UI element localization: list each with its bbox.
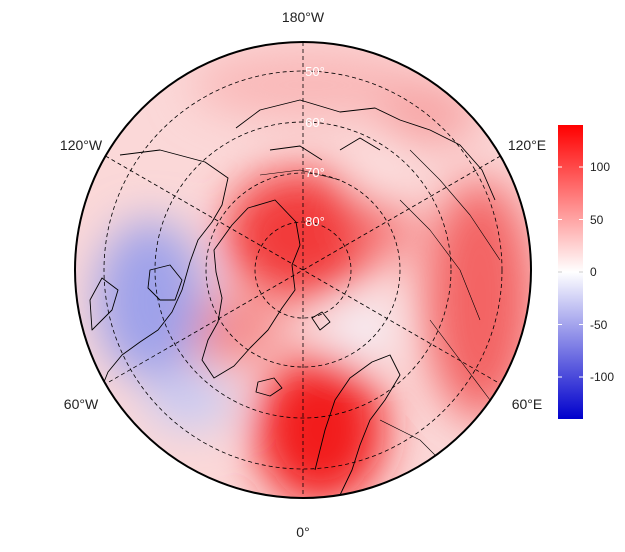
lon-label-180w: 180°W bbox=[282, 9, 325, 25]
country-borders bbox=[259, 149, 501, 471]
canada-coastline bbox=[99, 149, 229, 393]
siberia-coastline bbox=[235, 99, 496, 201]
iceland-coastline bbox=[255, 377, 283, 397]
lon-label-60e: 60°E bbox=[512, 396, 543, 412]
colorbar-label-minus100: -100 bbox=[590, 370, 614, 384]
lat-label-60: 60° bbox=[305, 115, 325, 130]
lon-label-0: 0° bbox=[296, 524, 309, 540]
colorbar-label-50: 50 bbox=[590, 213, 604, 227]
colorbar-gradient bbox=[558, 125, 583, 419]
svalbard-coastline bbox=[311, 311, 331, 331]
map-boundary bbox=[74, 41, 532, 499]
coastlines bbox=[89, 99, 501, 496]
lon-label-120e: 120°E bbox=[508, 137, 546, 153]
colorbar: 100 50 0 -50 -100 bbox=[558, 125, 614, 419]
colorbar-label-0: 0 bbox=[590, 265, 597, 279]
lon-label-120w: 120°W bbox=[60, 137, 103, 153]
lon-label-60w: 60°W bbox=[64, 396, 99, 412]
parallel-50 bbox=[103, 70, 503, 470]
lat-label-50: 50° bbox=[305, 64, 325, 79]
greenland-coastline bbox=[201, 199, 301, 379]
lat-label-70: 70° bbox=[305, 165, 325, 180]
colorbar-label-100: 100 bbox=[590, 160, 610, 174]
parallel-70 bbox=[205, 172, 401, 368]
parallel-60 bbox=[154, 121, 452, 419]
meridian-120 bbox=[105, 155, 501, 385]
graticule bbox=[103, 42, 503, 498]
lat-label-80: 80° bbox=[305, 214, 325, 229]
scandinavia-coastline bbox=[314, 354, 401, 496]
parallel-80 bbox=[254, 221, 352, 319]
meridian-60 bbox=[105, 155, 501, 385]
colorbar-label-minus50: -50 bbox=[590, 318, 608, 332]
